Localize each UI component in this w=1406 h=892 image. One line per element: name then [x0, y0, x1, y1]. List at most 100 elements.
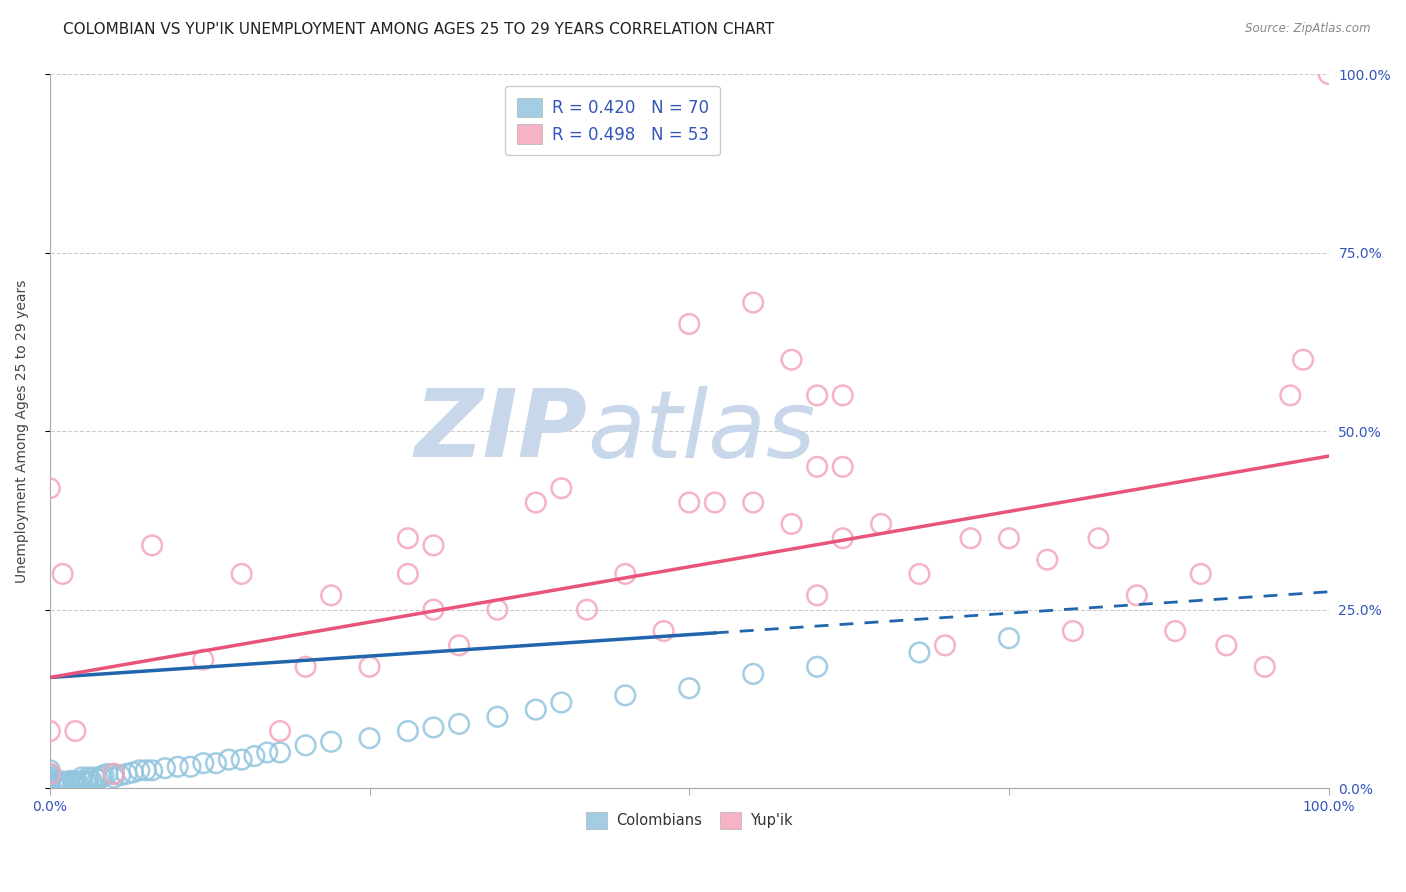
Point	[38, 767, 60, 781]
Point	[524, 703, 547, 717]
Point	[742, 495, 765, 509]
Point	[70, 771, 93, 785]
Point	[321, 735, 343, 749]
Point	[103, 771, 125, 785]
Point	[49, 774, 72, 789]
Point	[70, 774, 93, 789]
Point	[269, 746, 291, 760]
Point	[550, 696, 572, 710]
Point	[83, 771, 105, 785]
Point	[53, 778, 76, 792]
Point	[550, 481, 572, 495]
Point	[908, 645, 931, 659]
Point	[141, 764, 163, 778]
Point	[742, 667, 765, 681]
Point	[243, 749, 266, 764]
Point	[62, 778, 84, 792]
Point	[231, 566, 253, 581]
Point	[806, 459, 828, 474]
Point	[422, 721, 444, 735]
Point	[780, 352, 803, 367]
Point	[614, 566, 637, 581]
Point	[38, 781, 60, 796]
Point	[153, 761, 176, 775]
Point	[831, 531, 853, 545]
Point	[575, 602, 598, 616]
Point	[1254, 660, 1277, 674]
Point	[1317, 67, 1340, 81]
Point	[93, 768, 115, 782]
Point	[359, 660, 381, 674]
Point	[269, 724, 291, 739]
Point	[38, 774, 60, 789]
Point	[396, 531, 419, 545]
Text: atlas: atlas	[586, 385, 815, 476]
Point	[998, 531, 1021, 545]
Point	[396, 724, 419, 739]
Point	[75, 774, 97, 789]
Point	[38, 772, 60, 787]
Point	[65, 774, 87, 789]
Point	[103, 767, 125, 781]
Point	[703, 495, 725, 509]
Point	[806, 660, 828, 674]
Point	[128, 764, 150, 778]
Point	[166, 760, 188, 774]
Point	[38, 771, 60, 785]
Point	[38, 778, 60, 792]
Point	[1087, 531, 1109, 545]
Point	[934, 638, 956, 652]
Point	[831, 388, 853, 402]
Text: ZIP: ZIP	[413, 385, 586, 477]
Point	[115, 767, 138, 781]
Point	[1189, 566, 1212, 581]
Point	[1036, 552, 1059, 566]
Point	[52, 781, 75, 796]
Point	[38, 764, 60, 778]
Point	[524, 495, 547, 509]
Point	[38, 481, 60, 495]
Point	[90, 771, 112, 785]
Point	[135, 764, 157, 778]
Point	[678, 495, 700, 509]
Point	[108, 768, 131, 782]
Point	[38, 778, 60, 792]
Text: Source: ZipAtlas.com: Source: ZipAtlas.com	[1246, 22, 1371, 36]
Point	[231, 753, 253, 767]
Point	[58, 778, 80, 792]
Point	[122, 765, 145, 780]
Point	[87, 772, 110, 787]
Point	[193, 652, 215, 666]
Point	[45, 781, 67, 796]
Point	[321, 588, 343, 602]
Point	[52, 778, 75, 792]
Point	[486, 602, 509, 616]
Point	[62, 774, 84, 789]
Point	[614, 689, 637, 703]
Point	[652, 624, 675, 638]
Point	[141, 538, 163, 552]
Point	[780, 516, 803, 531]
Point	[205, 756, 228, 771]
Point	[38, 775, 60, 789]
Point	[422, 538, 444, 552]
Point	[806, 588, 828, 602]
Point	[1279, 388, 1302, 402]
Point	[77, 775, 100, 789]
Point	[80, 774, 103, 789]
Point	[396, 566, 419, 581]
Point	[831, 459, 853, 474]
Point	[45, 778, 67, 792]
Point	[1126, 588, 1149, 602]
Point	[218, 753, 240, 767]
Point	[65, 724, 87, 739]
Point	[193, 756, 215, 771]
Point	[38, 767, 60, 781]
Point	[52, 566, 75, 581]
Point	[1215, 638, 1237, 652]
Point	[870, 516, 893, 531]
Point	[1164, 624, 1187, 638]
Legend: Colombians, Yup'ik: Colombians, Yup'ik	[579, 806, 799, 834]
Point	[256, 746, 278, 760]
Point	[179, 760, 201, 774]
